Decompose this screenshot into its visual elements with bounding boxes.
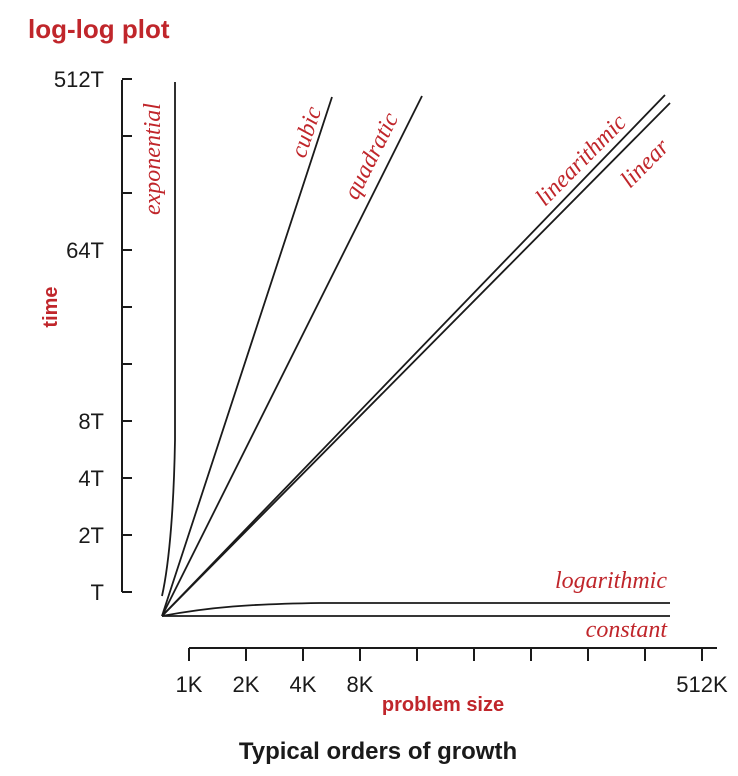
curves (161, 82, 671, 617)
logarithmic-curve (161, 602, 670, 617)
linear-label: linear (616, 134, 675, 194)
y-tick-label: 4T (78, 466, 104, 491)
x-tick-label: 8K (347, 672, 374, 697)
y-tick-label: 2T (78, 523, 104, 548)
linearithmic-label: linearithmic (531, 109, 632, 211)
x-axis-label: problem size (382, 694, 504, 716)
cubic-curve (161, 96, 333, 617)
linearithmic-curve (161, 94, 666, 617)
y-tick-label: 512T (54, 67, 104, 92)
x-tick-label: 1K (176, 672, 203, 697)
x-ticks: 1K 2K 4K 8K 512K (176, 648, 728, 697)
x-tick-label: 2K (233, 672, 260, 697)
y-tick-label: 64T (66, 238, 104, 263)
quadratic-curve (161, 95, 423, 617)
chart-caption: Typical orders of growth (239, 738, 517, 765)
y-tick-label: T (91, 580, 104, 605)
exponential-curve (161, 82, 176, 597)
y-axis-label: time (40, 286, 62, 327)
quadratic-label: quadratic (339, 108, 404, 203)
x-tick-label: 512K (676, 672, 728, 697)
x-tick-label: 4K (290, 672, 317, 697)
linear-curve (161, 102, 671, 617)
y-ticks: T 2T 4T 8T 64T 512T (54, 67, 132, 605)
exponential-label: exponential (140, 103, 166, 215)
constant-label: constant (586, 617, 669, 643)
logarithmic-label: logarithmic (555, 568, 667, 594)
chart-title: log-log plot (28, 14, 170, 44)
y-tick-label: 8T (78, 409, 104, 434)
